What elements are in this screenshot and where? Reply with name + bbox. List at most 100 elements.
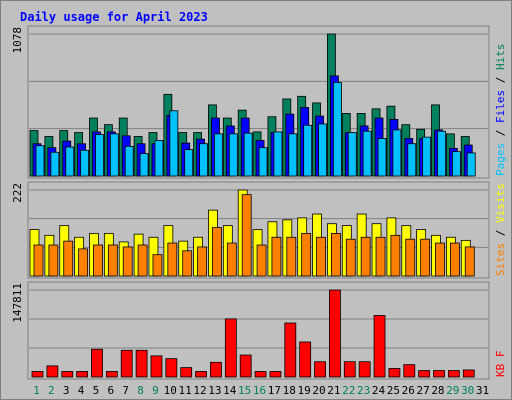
bar-kb-f-day-7: [120, 349, 133, 378]
bar-sites-day-27: [420, 238, 431, 277]
x-tick-label-day-25: 25: [387, 384, 400, 397]
x-tick-label-day-29: 29: [446, 384, 459, 397]
bar-sites-day-19: [301, 232, 312, 277]
bar-kb-f-day-25: [388, 368, 401, 378]
x-tick-label-day-26: 26: [402, 384, 415, 397]
x-tick-label-day-21: 21: [327, 384, 340, 397]
bar-sites-day-15: [241, 194, 252, 277]
bar-kb-f-day-26: [403, 364, 416, 378]
bar-kb-f-day-19: [299, 341, 312, 378]
bar-pages-day-9: [154, 140, 164, 177]
axis-label-part-0: Sites: [494, 243, 507, 276]
bar-pages-day-25: [392, 129, 402, 177]
axis-label-part-2: Files: [494, 90, 507, 123]
bar-pages-day-11: [184, 149, 194, 177]
bar-sites-day-29: [449, 242, 460, 277]
axis-label-part-0: KB F: [494, 351, 507, 378]
bar-kb-f-day-16: [254, 371, 267, 378]
x-tick-label-day-9: 9: [152, 384, 159, 397]
bar-kb-f-day-29: [447, 370, 460, 378]
panel-kbytes: 147811 KB F: [11, 281, 507, 380]
x-tick-label-day-27: 27: [416, 384, 429, 397]
panel-visits: 222 Sites / Visits: [11, 181, 507, 279]
bar-pages-day-22: [347, 132, 357, 177]
bar-pages-day-10: [169, 110, 179, 177]
bar-sites-day-3: [63, 240, 74, 277]
bar-sites-day-22: [345, 238, 356, 277]
bar-sites-day-26: [405, 238, 416, 277]
axis-label-part-4: Hits: [494, 44, 507, 71]
x-tick-label-day-14: 14: [223, 384, 237, 397]
bar-kb-f-day-11: [180, 367, 193, 378]
bar-sites-day-20: [316, 236, 326, 277]
bar-sites-day-21: [331, 232, 341, 277]
bar-kb-f-day-9: [150, 355, 163, 378]
bar-sites-day-30: [464, 246, 475, 277]
bar-kb-f-day-28: [433, 370, 445, 378]
bar-sites-day-4: [78, 248, 89, 277]
bar-sites-day-6: [107, 244, 118, 277]
bar-sites-day-8: [137, 244, 148, 277]
x-tick-label-day-23: 23: [357, 384, 370, 397]
x-tick-label-day-22: 22: [342, 384, 355, 397]
bar-kb-f-day-18: [284, 322, 297, 378]
x-tick-label-day-12: 12: [193, 384, 206, 397]
bar-kb-f-day-30: [462, 369, 475, 378]
panel-visits-ymax-label: 222: [11, 183, 24, 203]
bar-pages-day-12: [199, 143, 208, 177]
x-tick-label-day-20: 20: [312, 384, 325, 397]
x-tick-label-day-19: 19: [297, 384, 310, 397]
bar-kb-f-day-5: [91, 348, 103, 378]
bar-kb-f-day-17: [269, 371, 282, 378]
bar-kb-f-day-4: [76, 371, 89, 378]
x-axis-labels: 1 2 3 4 5 6 7 8 9 10 11 12 13 14 15 16 17 18 19 20 21 22 23 24 2…: [33, 384, 489, 397]
bar-pages-day-30: [466, 152, 476, 177]
bar-pages-day-1: [35, 145, 45, 177]
bar-kb-f-day-15: [239, 354, 252, 378]
bar-pages-day-19: [303, 124, 313, 177]
x-tick-label-day-6: 6: [107, 384, 114, 397]
bar-sites-day-2: [48, 244, 59, 277]
x-tick-label-day-10: 10: [164, 384, 177, 397]
bar-sites-day-1: [33, 244, 44, 277]
bar-kb-f-day-12: [195, 371, 207, 378]
bar-pages-day-15: [243, 132, 253, 177]
x-tick-label-day-17: 17: [268, 384, 281, 397]
panel-kbytes-plot-area: [27, 281, 490, 380]
x-tick-label-day-4: 4: [78, 384, 85, 397]
bar-kb-f-day-1: [31, 371, 44, 378]
axis-label-part-2: Visits: [494, 183, 507, 223]
axis-label-part-1: /: [494, 223, 507, 243]
x-tick-label-day-7: 7: [122, 384, 129, 397]
bar-kb-f-day-24: [373, 315, 386, 378]
bar-sites-day-18: [286, 236, 297, 277]
bar-sites-day-25: [390, 234, 401, 277]
bar-pages-day-7: [124, 145, 134, 177]
bar-pages-day-21: [333, 82, 342, 177]
bar-kb-f-day-10: [165, 358, 178, 378]
bar-kb-f-day-21: [329, 289, 341, 378]
x-tick-label-day-8: 8: [137, 384, 144, 397]
series-sites: [33, 194, 475, 277]
panel-kbytes-ymax-label: 147811: [11, 283, 24, 323]
x-tick-label-day-11: 11: [179, 384, 192, 397]
bar-kb-f-day-8: [135, 349, 148, 378]
bar-pages-day-23: [362, 130, 372, 177]
panel-kbytes-axis-label: KB F: [494, 351, 507, 378]
bar-kb-f-day-23: [358, 361, 371, 378]
bar-pages-day-20: [318, 123, 327, 177]
panel-hits-axis-label: Pages / Files / Hits: [494, 44, 507, 177]
bar-pages-day-28: [437, 130, 446, 177]
bar-sites-day-9: [152, 254, 163, 277]
bar-sites-day-23: [360, 236, 371, 277]
x-tick-label-day-31: 31: [476, 384, 489, 397]
bar-pages-day-4: [80, 149, 90, 177]
bar-kb-f-day-6: [105, 371, 118, 378]
bar-kb-f-day-3: [61, 371, 74, 378]
x-tick-label-day-18: 18: [283, 384, 296, 397]
bar-sites-day-13: [212, 227, 222, 277]
bar-kb-f-day-27: [418, 370, 431, 378]
bar-sites-day-16: [256, 244, 267, 277]
bar-pages-day-5: [95, 134, 104, 177]
